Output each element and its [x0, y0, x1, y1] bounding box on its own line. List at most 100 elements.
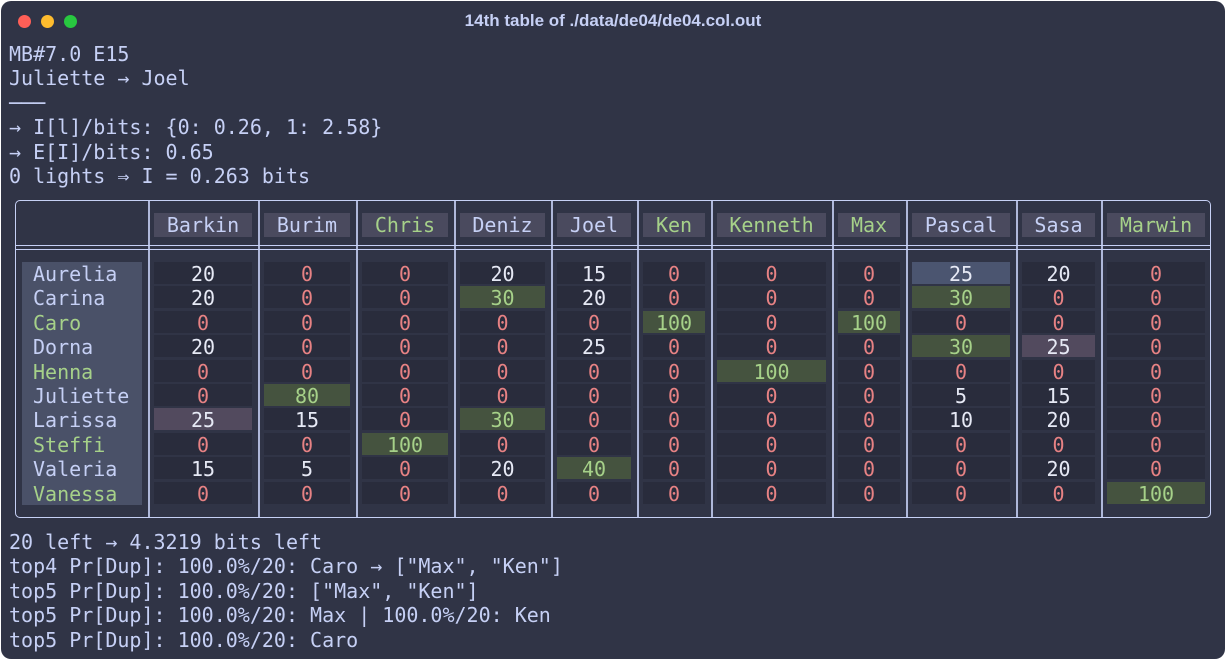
cell-bg — [264, 481, 350, 504]
cell-value: 0 — [1149, 286, 1163, 311]
maximize-button[interactable] — [64, 15, 77, 28]
cell-bg — [838, 286, 900, 309]
minimize-button[interactable] — [41, 15, 54, 28]
cell-value: 0 — [300, 432, 314, 457]
cell-value: 0 — [765, 384, 778, 408]
cell-value: 0 — [398, 286, 412, 311]
cell-bg — [1107, 335, 1205, 358]
cell-value: 20 — [190, 262, 216, 286]
cell-bg — [1022, 457, 1095, 480]
text-line: top5 Pr[Dup]: 100.0%/20: Max | 100.0%/20… — [9, 603, 551, 628]
cell-value: 0 — [1052, 359, 1065, 384]
cell-value: 0 — [862, 262, 876, 286]
cell-bg — [154, 384, 252, 406]
cell-value: 15 — [294, 408, 320, 433]
close-button[interactable] — [18, 15, 31, 28]
cell-value: 25 — [948, 262, 974, 286]
cell-bg — [460, 432, 545, 455]
cell-value: 20 — [490, 457, 515, 482]
column-divider — [148, 200, 150, 518]
cell-bg — [1107, 262, 1205, 284]
column-header: Ken — [655, 213, 693, 237]
cell-bg — [717, 286, 826, 309]
cell-bg — [1107, 432, 1205, 455]
column-header: Deniz — [472, 213, 533, 237]
text-line: → I[l]/bits: {0: 0.26, 1: 2.58} — [9, 115, 383, 140]
cell-bg — [1022, 408, 1095, 431]
column-header: Barkin — [166, 213, 240, 237]
cell-bg — [362, 359, 448, 382]
cell-bg — [362, 432, 448, 455]
cell-bg — [264, 359, 350, 382]
cell-bg — [1022, 310, 1095, 333]
cell-bg — [154, 457, 252, 480]
cell-value: 25 — [581, 335, 607, 360]
cell-bg — [460, 457, 545, 480]
cell-bg — [460, 335, 545, 358]
column-header: Kenneth — [729, 213, 814, 237]
column-header-bg — [460, 213, 545, 237]
cell-value: 0 — [765, 335, 778, 360]
cell-bg — [460, 481, 545, 504]
cell-bg — [912, 262, 1010, 284]
cell-bg — [460, 384, 545, 406]
cell-value: 0 — [765, 432, 778, 457]
cell-bg — [1022, 432, 1095, 455]
cell-value: 0 — [765, 310, 778, 335]
cell-value: 0 — [587, 359, 601, 384]
row-name: Caro — [33, 310, 82, 335]
column-divider — [832, 200, 834, 518]
cell-value: 0 — [765, 481, 778, 506]
cell-value: 0 — [496, 335, 509, 360]
cell-value: 30 — [948, 286, 974, 311]
cell-value: 0 — [398, 310, 412, 335]
cell-bg — [643, 335, 705, 358]
column-header: Chris — [374, 213, 436, 237]
cell-bg — [838, 310, 900, 333]
cell-bg — [362, 262, 448, 284]
cell-bg — [362, 310, 448, 333]
column-header: Burim — [276, 213, 338, 237]
column-header: Sasa — [1034, 213, 1083, 237]
text-line: Juliette → Joel — [9, 66, 190, 91]
column-header: Pascal — [924, 213, 998, 237]
cell-bg — [643, 457, 705, 480]
cell-value: 30 — [948, 335, 974, 360]
cell-value: 0 — [667, 408, 681, 433]
cell-bg — [362, 335, 448, 358]
cell-bg — [717, 384, 826, 406]
cell-value: 5 — [954, 384, 968, 408]
cell-bg — [643, 286, 705, 309]
cell-bg — [154, 432, 252, 455]
row-name: Henna — [33, 359, 94, 384]
cell-bg — [838, 262, 900, 284]
header-divider — [15, 245, 1211, 250]
cell-bg — [912, 286, 1010, 309]
cell-bg — [643, 384, 705, 406]
cell-bg — [1107, 359, 1205, 382]
cell-bg — [362, 481, 448, 504]
cell-value: 0 — [1149, 335, 1163, 360]
cell-value: 0 — [300, 262, 314, 286]
cell-bg — [264, 262, 350, 284]
cell-value: 0 — [667, 457, 681, 482]
cell-value: 20 — [1046, 457, 1071, 482]
cell-value: 0 — [765, 286, 778, 311]
cell-value: 0 — [1149, 359, 1163, 384]
cell-bg — [838, 481, 900, 504]
cell-bg — [264, 408, 350, 431]
window-title: 14th table of ./data/de04/de04.col.out — [464, 11, 762, 30]
cell-bg — [1107, 408, 1205, 431]
cell-value: 5 — [300, 457, 314, 482]
cell-value: 0 — [954, 310, 968, 335]
cell-bg — [264, 432, 350, 455]
cell-bg — [460, 310, 545, 333]
cell-value: 0 — [954, 457, 968, 482]
cell-bg — [154, 286, 252, 309]
cell-value: 0 — [587, 481, 601, 506]
cell-bg — [643, 481, 705, 504]
cell-bg — [557, 432, 631, 455]
cell-value: 0 — [1052, 432, 1065, 457]
cell-bg — [912, 481, 1010, 504]
cell-value: 0 — [587, 310, 601, 335]
